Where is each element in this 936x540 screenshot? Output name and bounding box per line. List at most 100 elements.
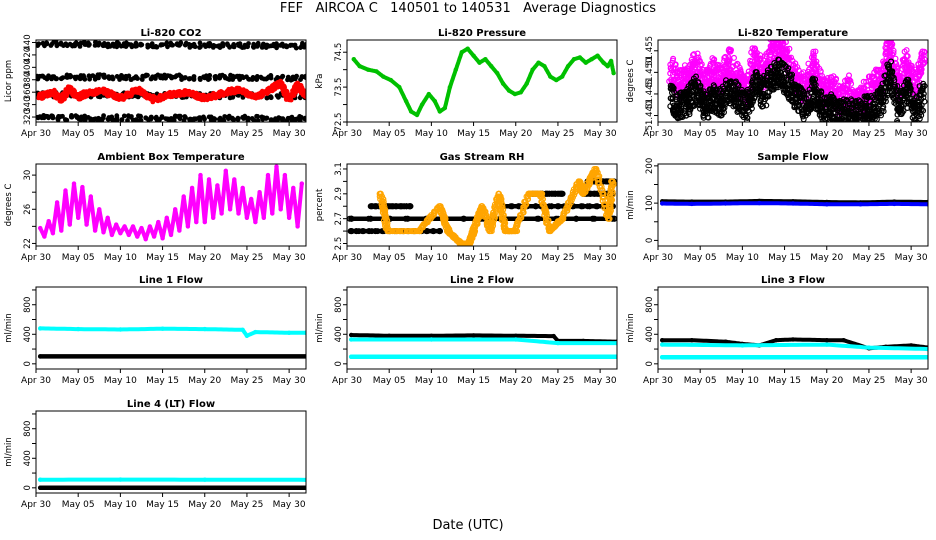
co2-point: [58, 41, 64, 47]
co2-point: [96, 42, 101, 48]
co2-point: [196, 115, 202, 121]
co2-point: [186, 42, 192, 47]
co2-point: [268, 94, 274, 100]
temperature-point: [819, 117, 826, 122]
rh-point: [423, 228, 430, 235]
pressure-point: [442, 105, 448, 111]
co2-point: [142, 73, 148, 79]
temperature-point: [863, 102, 870, 109]
co2-point: [177, 116, 183, 122]
co2-point: [36, 73, 40, 79]
temperature-point: [894, 118, 901, 122]
temperature-point: [877, 99, 884, 106]
co2-point: [60, 75, 66, 81]
ambient-point: [282, 172, 288, 178]
ambient-point: [291, 185, 296, 191]
co2-y-tick-label: 440: [23, 34, 33, 50]
ambient-point: [80, 184, 85, 190]
ambient-point: [118, 231, 123, 236]
co2-point: [187, 76, 193, 81]
co2-point: [172, 113, 178, 119]
pressure-x-tick-label: May 25: [541, 129, 574, 139]
temperature-point: [782, 40, 789, 46]
temperature-point: [881, 72, 888, 79]
temperature-point: [729, 63, 736, 70]
co2-point: [133, 117, 139, 122]
co2-point: [68, 114, 74, 120]
temperature-point: [694, 50, 701, 57]
ambient-point: [130, 224, 136, 229]
rh-point: [367, 215, 374, 222]
rh-point: [436, 228, 443, 235]
co2-point: [239, 74, 245, 79]
pressure-title: Li-820 Pressure: [438, 28, 526, 39]
co2-point: [153, 73, 159, 79]
temperature-point: [819, 120, 825, 122]
ambient-y-tick-label: 22: [23, 238, 33, 249]
co2-point: [119, 117, 125, 122]
ambient-point: [151, 234, 157, 239]
ambient-point: [92, 228, 98, 233]
ambient-point: [244, 215, 250, 220]
temperature-point: [771, 59, 778, 66]
co2-point: [153, 114, 159, 120]
temperature-point: [864, 92, 871, 99]
temperature-y-tick-label: 51.455: [645, 36, 655, 66]
ambient-point: [278, 207, 283, 212]
ambient-x-tick-label: May 05: [62, 253, 95, 263]
co2-point: [292, 117, 298, 122]
temperature-point: [788, 54, 795, 61]
co2-point: [82, 76, 88, 82]
co2-point: [95, 118, 101, 122]
co2-point: [288, 77, 294, 83]
temperature-point: [838, 119, 845, 122]
temperature-point: [889, 31, 894, 36]
pressure-point: [518, 90, 523, 95]
temperature-point: [744, 114, 751, 121]
pressure-point: [611, 70, 616, 76]
rh-point: [591, 215, 598, 222]
temperature-point: [906, 81, 913, 88]
co2-point: [138, 118, 144, 122]
temperature-point: [920, 107, 927, 114]
co2-x-tick-label: May 30: [273, 129, 306, 139]
co2-point: [163, 116, 169, 121]
pressure-x-tick-label: May 20: [499, 129, 532, 139]
temperature-point: [730, 54, 737, 61]
temperature-point: [772, 83, 779, 90]
temperature-point: [882, 98, 889, 105]
rh-point: [403, 203, 410, 210]
pressure-point: [477, 60, 482, 65]
ambient-point: [59, 228, 64, 233]
co2-point: [68, 73, 74, 79]
co2-point: [231, 44, 237, 50]
ambient-point: [164, 215, 169, 220]
ambient-point: [215, 183, 220, 188]
temperature-point: [891, 77, 898, 84]
temperature-point: [888, 42, 895, 49]
ambient-point: [84, 222, 89, 227]
rh-title: Gas Stream RH: [440, 152, 525, 163]
pressure-point: [554, 77, 559, 83]
ambient-point: [173, 207, 178, 212]
co2-point: [67, 41, 73, 47]
temperature-point: [916, 115, 923, 122]
co2-point: [109, 74, 115, 80]
ambient-x-tick-label: Apr 30: [21, 253, 51, 263]
temperature-point: [713, 86, 720, 93]
rh-point: [589, 215, 596, 222]
co2-point: [198, 44, 203, 50]
ambient-point: [46, 219, 51, 224]
co2-point: [304, 41, 306, 47]
temperature-point: [667, 85, 674, 92]
ambient-point: [114, 222, 119, 227]
temperature-point: [845, 121, 850, 122]
rh-point: [365, 228, 372, 235]
ambient-y-tick-label: 26: [23, 204, 33, 215]
ambient-point: [194, 219, 199, 225]
pressure-point: [483, 57, 488, 62]
temperature-point: [909, 90, 916, 97]
co2-point: [182, 75, 188, 81]
temperature-point: [901, 56, 908, 63]
temperature-x-tick-label: May 25: [852, 129, 885, 139]
